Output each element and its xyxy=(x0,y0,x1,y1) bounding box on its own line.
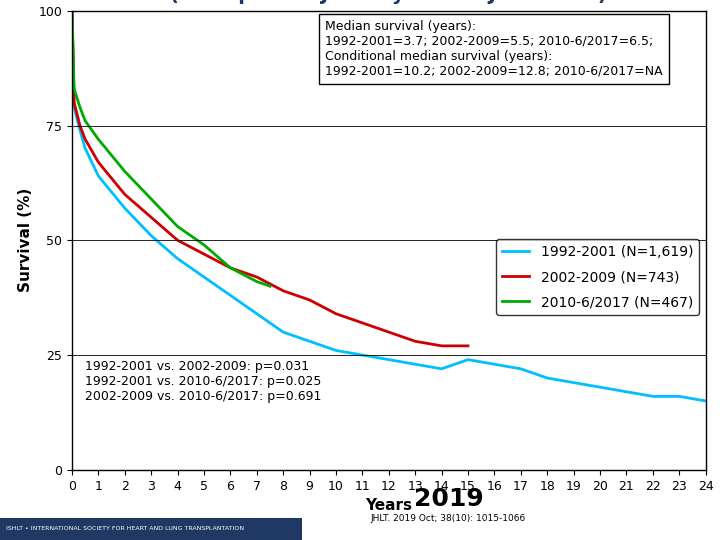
Line: 2002-2009 (N=743): 2002-2009 (N=743) xyxy=(72,11,468,346)
2002-2009 (N=743) xyxy=(81,136,89,143)
2002-2009 (N=743) xyxy=(68,8,76,14)
2002-2009 (N=743) xyxy=(411,338,420,345)
Text: 1992-2001 vs. 2002-2009: p=0.031
1992-2001 vs. 2010-6/2017: p=0.025
2002-2009 vs: 1992-2001 vs. 2002-2009: p=0.031 1992-20… xyxy=(85,360,321,403)
1992-2001 (N=1,619) xyxy=(147,232,156,239)
2002-2009 (N=743) xyxy=(174,237,182,244)
Legend: 1992-2001 (N=1,619), 2002-2009 (N=743), 2010-6/2017 (N=467): 1992-2001 (N=1,619), 2002-2009 (N=743), … xyxy=(496,239,698,315)
1992-2001 (N=1,619) xyxy=(516,366,525,372)
1992-2001 (N=1,619) xyxy=(411,361,420,367)
1992-2001 (N=1,619) xyxy=(649,393,657,400)
Title: Adult Heart-Lung Transplants
Kaplan-Meier Survival by Era
(Transplants: January : Adult Heart-Lung Transplants Kaplan-Meie… xyxy=(171,0,607,4)
2010-6/2017 (N=467) xyxy=(266,283,274,289)
Text: JHLT. 2019 Oct; 38(10): 1015-1066: JHLT. 2019 Oct; 38(10): 1015-1066 xyxy=(371,515,526,523)
1992-2001 (N=1,619) xyxy=(199,274,208,280)
2002-2009 (N=743) xyxy=(147,214,156,220)
2010-6/2017 (N=467) xyxy=(68,8,76,14)
1992-2001 (N=1,619) xyxy=(622,389,631,395)
Text: Median survival (years):
1992-2001=3.7; 2002-2009=5.5; 2010-6/2017=6.5;
Conditio: Median survival (years): 1992-2001=3.7; … xyxy=(325,20,663,78)
Text: ISHLT • INTERNATIONAL SOCIETY FOR HEART AND LUNG TRANSPLANTATION: ISHLT • INTERNATIONAL SOCIETY FOR HEART … xyxy=(6,526,244,531)
1992-2001 (N=1,619) xyxy=(68,8,76,14)
X-axis label: Years: Years xyxy=(365,498,413,513)
2010-6/2017 (N=467) xyxy=(226,265,235,271)
1992-2001 (N=1,619) xyxy=(490,361,499,367)
2010-6/2017 (N=467) xyxy=(94,136,103,143)
1992-2001 (N=1,619) xyxy=(94,173,103,179)
2010-6/2017 (N=467) xyxy=(253,278,261,285)
2002-2009 (N=743) xyxy=(120,191,129,198)
2002-2009 (N=743) xyxy=(76,122,84,129)
Line: 2010-6/2017 (N=467): 2010-6/2017 (N=467) xyxy=(72,11,270,286)
1992-2001 (N=1,619) xyxy=(279,329,287,335)
2002-2009 (N=743) xyxy=(70,99,78,106)
1992-2001 (N=1,619) xyxy=(384,356,393,363)
2010-6/2017 (N=467) xyxy=(199,241,208,248)
1992-2001 (N=1,619) xyxy=(464,356,472,363)
Line: 1992-2001 (N=1,619): 1992-2001 (N=1,619) xyxy=(72,11,706,401)
Text: 2019: 2019 xyxy=(414,487,483,511)
1992-2001 (N=1,619) xyxy=(437,366,446,372)
2010-6/2017 (N=467) xyxy=(174,223,182,230)
1992-2001 (N=1,619) xyxy=(226,292,235,299)
2010-6/2017 (N=467) xyxy=(147,195,156,202)
1992-2001 (N=1,619) xyxy=(174,255,182,262)
2002-2009 (N=743) xyxy=(384,329,393,335)
2002-2009 (N=743) xyxy=(358,320,366,326)
1992-2001 (N=1,619) xyxy=(305,338,314,345)
2002-2009 (N=743) xyxy=(437,342,446,349)
Text: ISHLT: ISHLT xyxy=(24,489,109,517)
1992-2001 (N=1,619) xyxy=(253,310,261,317)
1992-2001 (N=1,619) xyxy=(332,347,341,354)
1992-2001 (N=1,619) xyxy=(81,145,89,152)
Y-axis label: Survival (%): Survival (%) xyxy=(18,188,33,293)
2002-2009 (N=743) xyxy=(94,159,103,165)
1992-2001 (N=1,619) xyxy=(701,397,710,404)
2002-2009 (N=743) xyxy=(332,310,341,317)
1992-2001 (N=1,619) xyxy=(76,127,84,133)
2002-2009 (N=743) xyxy=(464,342,472,349)
2010-6/2017 (N=467) xyxy=(81,118,89,124)
2002-2009 (N=743) xyxy=(279,287,287,294)
2002-2009 (N=743) xyxy=(226,265,235,271)
2002-2009 (N=743) xyxy=(305,296,314,303)
2010-6/2017 (N=467) xyxy=(70,85,78,92)
1992-2001 (N=1,619) xyxy=(675,393,683,400)
2010-6/2017 (N=467) xyxy=(120,168,129,175)
1992-2001 (N=1,619) xyxy=(570,379,578,386)
2002-2009 (N=743) xyxy=(253,274,261,280)
2010-6/2017 (N=467) xyxy=(76,104,84,110)
Bar xyxy=(0,517,302,540)
1992-2001 (N=1,619) xyxy=(595,384,604,390)
1992-2001 (N=1,619) xyxy=(358,352,366,359)
1992-2001 (N=1,619) xyxy=(120,205,129,211)
1992-2001 (N=1,619) xyxy=(70,104,78,110)
1992-2001 (N=1,619) xyxy=(543,375,552,381)
2002-2009 (N=743) xyxy=(199,251,208,257)
